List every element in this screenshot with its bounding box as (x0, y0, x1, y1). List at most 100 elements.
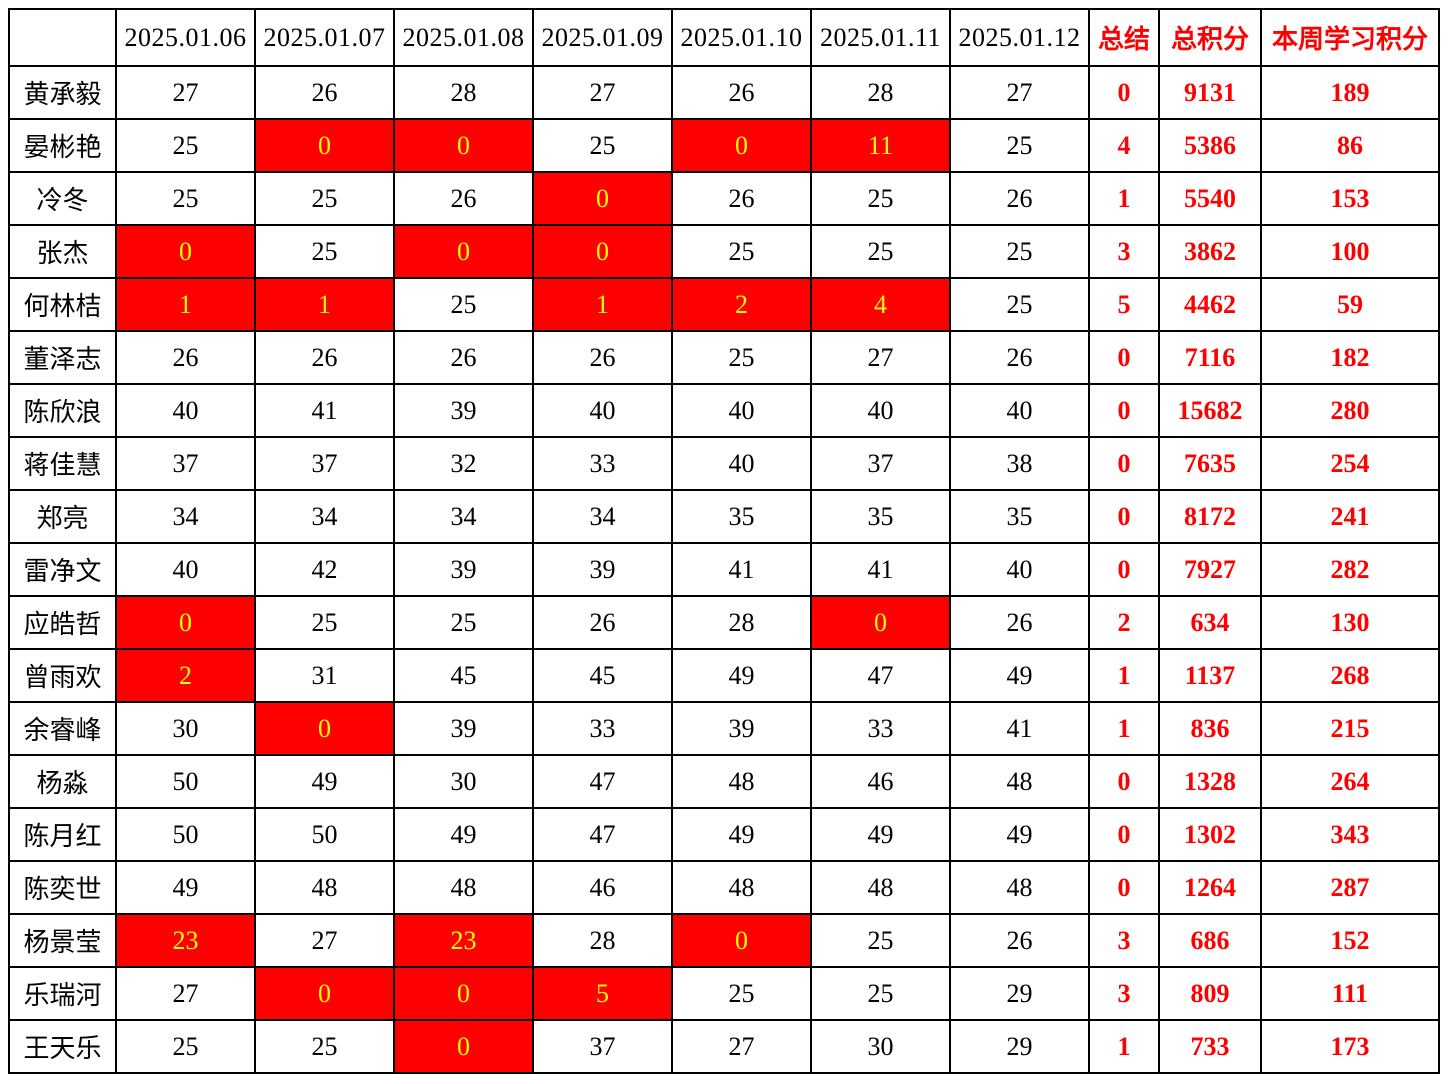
table-row: 张杰 0 25 0 0 25 25 25 3 3862 100 (8, 224, 1440, 279)
day-score-cell: 0 (254, 966, 395, 1021)
day-score-cell: 49 (393, 807, 534, 862)
day-score-cell: 41 (949, 701, 1090, 756)
week-points-cell: 343 (1260, 807, 1440, 862)
total-points-cell: 9131 (1158, 65, 1262, 120)
table-row: 黄承毅 27 26 28 27 26 28 27 0 9131 189 (8, 65, 1440, 120)
week-points-cell: 100 (1260, 224, 1440, 279)
student-name: 冷冬 (8, 171, 117, 226)
day-score-cell: 25 (115, 171, 256, 226)
header-row: 2025.01.06 2025.01.07 2025.01.08 2025.01.09… (8, 8, 1440, 67)
day-score-cell: 26 (671, 65, 812, 120)
day-score-cell: 30 (810, 1019, 951, 1074)
day-score-cell: 32 (393, 436, 534, 491)
day-score-cell: 34 (393, 489, 534, 544)
summary-count-cell: 3 (1088, 966, 1160, 1021)
day-score-cell: 25 (393, 595, 534, 650)
date-column-header: 2025.01.07 (254, 8, 395, 67)
day-score-cell: 50 (254, 807, 395, 862)
week-points-cell: 152 (1260, 913, 1440, 968)
day-score-cell: 28 (532, 913, 673, 968)
day-score-cell: 25 (115, 118, 256, 173)
student-name: 陈奕世 (8, 860, 117, 915)
week-points-cell: 280 (1260, 383, 1440, 438)
day-score-cell: 26 (949, 330, 1090, 385)
week-points-cell: 268 (1260, 648, 1440, 703)
day-score-cell: 42 (254, 542, 395, 597)
day-score-cell: 26 (254, 65, 395, 120)
week-points-cell: 189 (1260, 65, 1440, 120)
week-points-cell: 282 (1260, 542, 1440, 597)
day-score-cell: 0 (671, 118, 812, 173)
week-points-cell: 215 (1260, 701, 1440, 756)
day-score-cell: 40 (115, 542, 256, 597)
day-score-cell: 2 (115, 648, 256, 703)
day-score-cell: 26 (254, 330, 395, 385)
day-score-cell: 25 (810, 224, 951, 279)
day-score-cell: 1 (254, 277, 395, 332)
table-row: 郑亮 34 34 34 34 35 35 35 0 8172 241 (8, 489, 1440, 544)
day-score-cell: 29 (949, 966, 1090, 1021)
day-score-cell: 35 (949, 489, 1090, 544)
week-points-cell: 254 (1260, 436, 1440, 491)
table-row: 董泽志 26 26 26 26 25 27 26 0 7116 182 (8, 330, 1440, 385)
day-score-cell: 41 (254, 383, 395, 438)
week-points-cell: 111 (1260, 966, 1440, 1021)
table-row: 晏彬艳 25 0 0 25 0 11 25 4 5386 86 (8, 118, 1440, 173)
table-row: 冷冬 25 25 26 0 26 25 26 1 5540 153 (8, 171, 1440, 226)
day-score-cell: 48 (810, 860, 951, 915)
student-name: 应皓哲 (8, 595, 117, 650)
summary-count-cell: 1 (1088, 171, 1160, 226)
day-score-cell: 0 (393, 224, 534, 279)
day-score-cell: 29 (949, 1019, 1090, 1074)
day-score-cell: 48 (949, 754, 1090, 809)
date-column-header: 2025.01.06 (115, 8, 256, 67)
summary-count-cell: 0 (1088, 542, 1160, 597)
total-points-cell: 1264 (1158, 860, 1262, 915)
summary-count-cell: 0 (1088, 754, 1160, 809)
day-score-cell: 41 (810, 542, 951, 597)
day-score-cell: 25 (254, 595, 395, 650)
day-score-cell: 25 (393, 277, 534, 332)
day-score-cell: 25 (671, 330, 812, 385)
day-score-cell: 25 (254, 171, 395, 226)
total-points-cell: 5540 (1158, 171, 1262, 226)
corner-cell (8, 8, 117, 67)
week-points-cell: 86 (1260, 118, 1440, 173)
date-column-header: 2025.01.10 (671, 8, 812, 67)
summary-count-cell: 1 (1088, 648, 1160, 703)
summary-count-cell: 2 (1088, 595, 1160, 650)
table-row: 陈奕世 49 48 48 46 48 48 48 0 1264 287 (8, 860, 1440, 915)
table-row: 王天乐 25 25 0 37 27 30 29 1 733 173 (8, 1019, 1440, 1074)
day-score-cell: 25 (115, 1019, 256, 1074)
summary-column-header: 总积分 (1158, 8, 1262, 67)
total-points-cell: 1137 (1158, 648, 1262, 703)
day-score-cell: 25 (949, 224, 1090, 279)
date-column-header: 2025.01.08 (393, 8, 534, 67)
student-name: 陈月红 (8, 807, 117, 862)
day-score-cell: 25 (949, 118, 1090, 173)
day-score-cell: 25 (254, 1019, 395, 1074)
day-score-cell: 47 (532, 754, 673, 809)
day-score-cell: 26 (949, 171, 1090, 226)
day-score-cell: 40 (115, 383, 256, 438)
table-row: 陈欣浪 40 41 39 40 40 40 40 0 15682 280 (8, 383, 1440, 438)
day-score-cell: 28 (810, 65, 951, 120)
total-points-cell: 733 (1158, 1019, 1262, 1074)
day-score-cell: 0 (393, 118, 534, 173)
day-score-cell: 37 (254, 436, 395, 491)
day-score-cell: 40 (532, 383, 673, 438)
week-points-cell: 59 (1260, 277, 1440, 332)
day-score-cell: 27 (532, 65, 673, 120)
student-name: 张杰 (8, 224, 117, 279)
day-score-cell: 34 (254, 489, 395, 544)
week-points-cell: 264 (1260, 754, 1440, 809)
day-score-cell: 27 (671, 1019, 812, 1074)
day-score-cell: 47 (532, 807, 673, 862)
table-row: 蒋佳慧 37 37 32 33 40 37 38 0 7635 254 (8, 436, 1440, 491)
day-score-cell: 0 (115, 224, 256, 279)
date-column-header: 2025.01.11 (810, 8, 951, 67)
week-points-cell: 153 (1260, 171, 1440, 226)
day-score-cell: 25 (671, 966, 812, 1021)
student-name: 杨景莹 (8, 913, 117, 968)
